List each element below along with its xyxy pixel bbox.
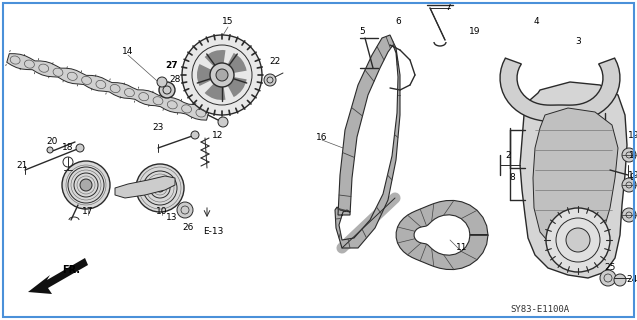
Text: 25: 25 [605, 263, 616, 273]
Text: 27: 27 [166, 60, 178, 69]
Circle shape [614, 274, 626, 286]
Text: 20: 20 [47, 138, 58, 147]
Circle shape [210, 63, 234, 87]
Circle shape [47, 147, 53, 153]
Text: 8: 8 [509, 173, 515, 182]
Circle shape [177, 202, 193, 218]
Wedge shape [204, 84, 225, 100]
Circle shape [136, 164, 184, 212]
Circle shape [159, 82, 175, 98]
Circle shape [264, 74, 276, 86]
Text: 21: 21 [17, 161, 27, 170]
Text: 16: 16 [316, 133, 328, 142]
Text: 13: 13 [166, 213, 178, 222]
Text: 14: 14 [122, 47, 134, 57]
Polygon shape [28, 258, 88, 294]
Text: 24: 24 [626, 276, 637, 284]
Text: 19: 19 [469, 28, 481, 36]
Circle shape [62, 161, 110, 209]
Polygon shape [335, 35, 400, 248]
Text: E-13: E-13 [203, 228, 223, 236]
Circle shape [191, 131, 199, 139]
Circle shape [80, 179, 92, 191]
Text: 19: 19 [628, 131, 637, 140]
Circle shape [156, 184, 164, 192]
Text: 5: 5 [359, 28, 365, 36]
Circle shape [622, 148, 636, 162]
Polygon shape [520, 82, 627, 278]
Circle shape [622, 178, 636, 192]
Text: 19: 19 [628, 171, 637, 180]
Text: 26: 26 [182, 223, 194, 233]
Polygon shape [396, 200, 488, 269]
Wedge shape [204, 50, 225, 66]
Circle shape [622, 208, 636, 222]
Text: FR.: FR. [62, 265, 80, 275]
Text: 11: 11 [456, 244, 468, 252]
Text: 10: 10 [156, 207, 168, 217]
Text: 28: 28 [169, 76, 181, 84]
Text: 15: 15 [222, 18, 234, 27]
Polygon shape [559, 58, 620, 122]
Polygon shape [500, 58, 620, 122]
Text: 6: 6 [395, 18, 401, 27]
Circle shape [566, 228, 590, 252]
Polygon shape [7, 54, 210, 120]
Wedge shape [227, 77, 247, 97]
Text: 4: 4 [533, 18, 539, 27]
Polygon shape [533, 108, 618, 252]
Wedge shape [197, 64, 211, 86]
Text: 17: 17 [82, 207, 94, 217]
Text: SY83-E1100A: SY83-E1100A [510, 306, 569, 315]
Circle shape [216, 69, 228, 81]
Text: 22: 22 [269, 58, 281, 67]
Text: 9: 9 [629, 173, 635, 182]
Text: 23: 23 [152, 124, 164, 132]
Text: 3: 3 [575, 37, 581, 46]
Circle shape [546, 208, 610, 272]
Text: 12: 12 [212, 131, 224, 140]
Circle shape [218, 117, 228, 127]
Circle shape [600, 270, 616, 286]
Text: 1: 1 [629, 150, 635, 159]
Text: 2: 2 [505, 150, 511, 159]
Wedge shape [227, 53, 247, 73]
Circle shape [157, 77, 167, 87]
Circle shape [76, 144, 84, 152]
Text: 7: 7 [445, 4, 451, 12]
Text: 18: 18 [62, 143, 74, 153]
Circle shape [182, 35, 262, 115]
Polygon shape [115, 176, 175, 198]
